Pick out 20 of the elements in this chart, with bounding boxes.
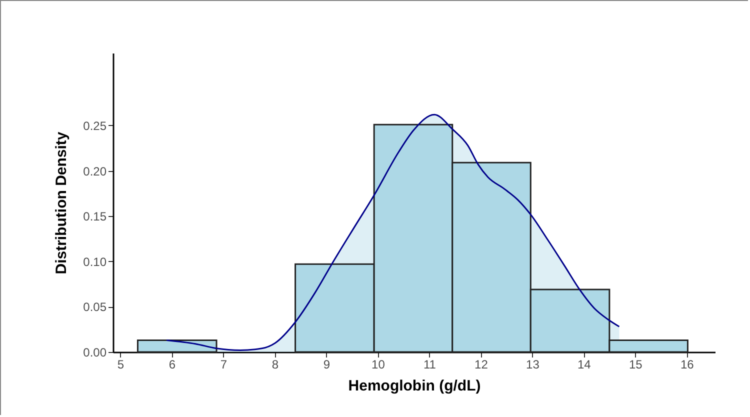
- x-tick-label: 7: [220, 358, 228, 372]
- y-tick-label: 0.10: [83, 254, 107, 269]
- x-tick-label: 15: [629, 358, 643, 372]
- x-tick-label: 6: [168, 358, 176, 372]
- y-axis-title: Distribution Density: [53, 131, 70, 274]
- x-tick-label: 16: [680, 358, 694, 372]
- x-tick-label: 14: [578, 358, 592, 372]
- x-tick-label: 12: [474, 358, 488, 372]
- x-tick-label: 11: [423, 358, 436, 372]
- x-tick-label: 8: [272, 358, 279, 372]
- x-axis-title: Hemoglobin (g/dL): [348, 378, 481, 394]
- x-tick-label: 5: [117, 358, 124, 372]
- y-tick-label: 0.00: [83, 346, 107, 360]
- x-tick-label: 9: [323, 358, 330, 372]
- y-tick-label: 0.05: [83, 300, 107, 314]
- y-tick-label: 0.20: [83, 164, 107, 178]
- y-tick-label: 0.15: [83, 210, 107, 224]
- x-tick-label: 10: [372, 358, 386, 372]
- x-tick-label: 13: [526, 358, 540, 372]
- y-tick-label: 0.25: [83, 118, 107, 133]
